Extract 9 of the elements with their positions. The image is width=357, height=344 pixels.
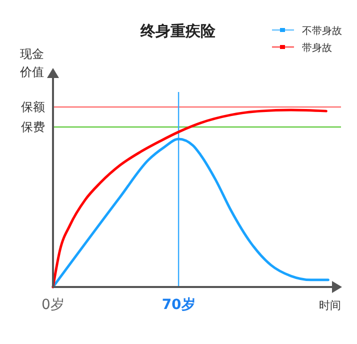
x-tick-label: 0岁 [42, 297, 64, 313]
x-tick-label: 70岁 [162, 297, 196, 313]
chart-title: 终身重疾险 [140, 22, 216, 40]
legend-label: 不带身故 [302, 25, 342, 37]
legend-label: 带身故 [302, 42, 332, 54]
ref-line-label: 保费 [21, 120, 45, 134]
y-axis-title: 现金价值 [19, 47, 44, 79]
x-axis-title: 时间 [319, 299, 341, 312]
ref-line-label: 保额 [21, 100, 45, 114]
